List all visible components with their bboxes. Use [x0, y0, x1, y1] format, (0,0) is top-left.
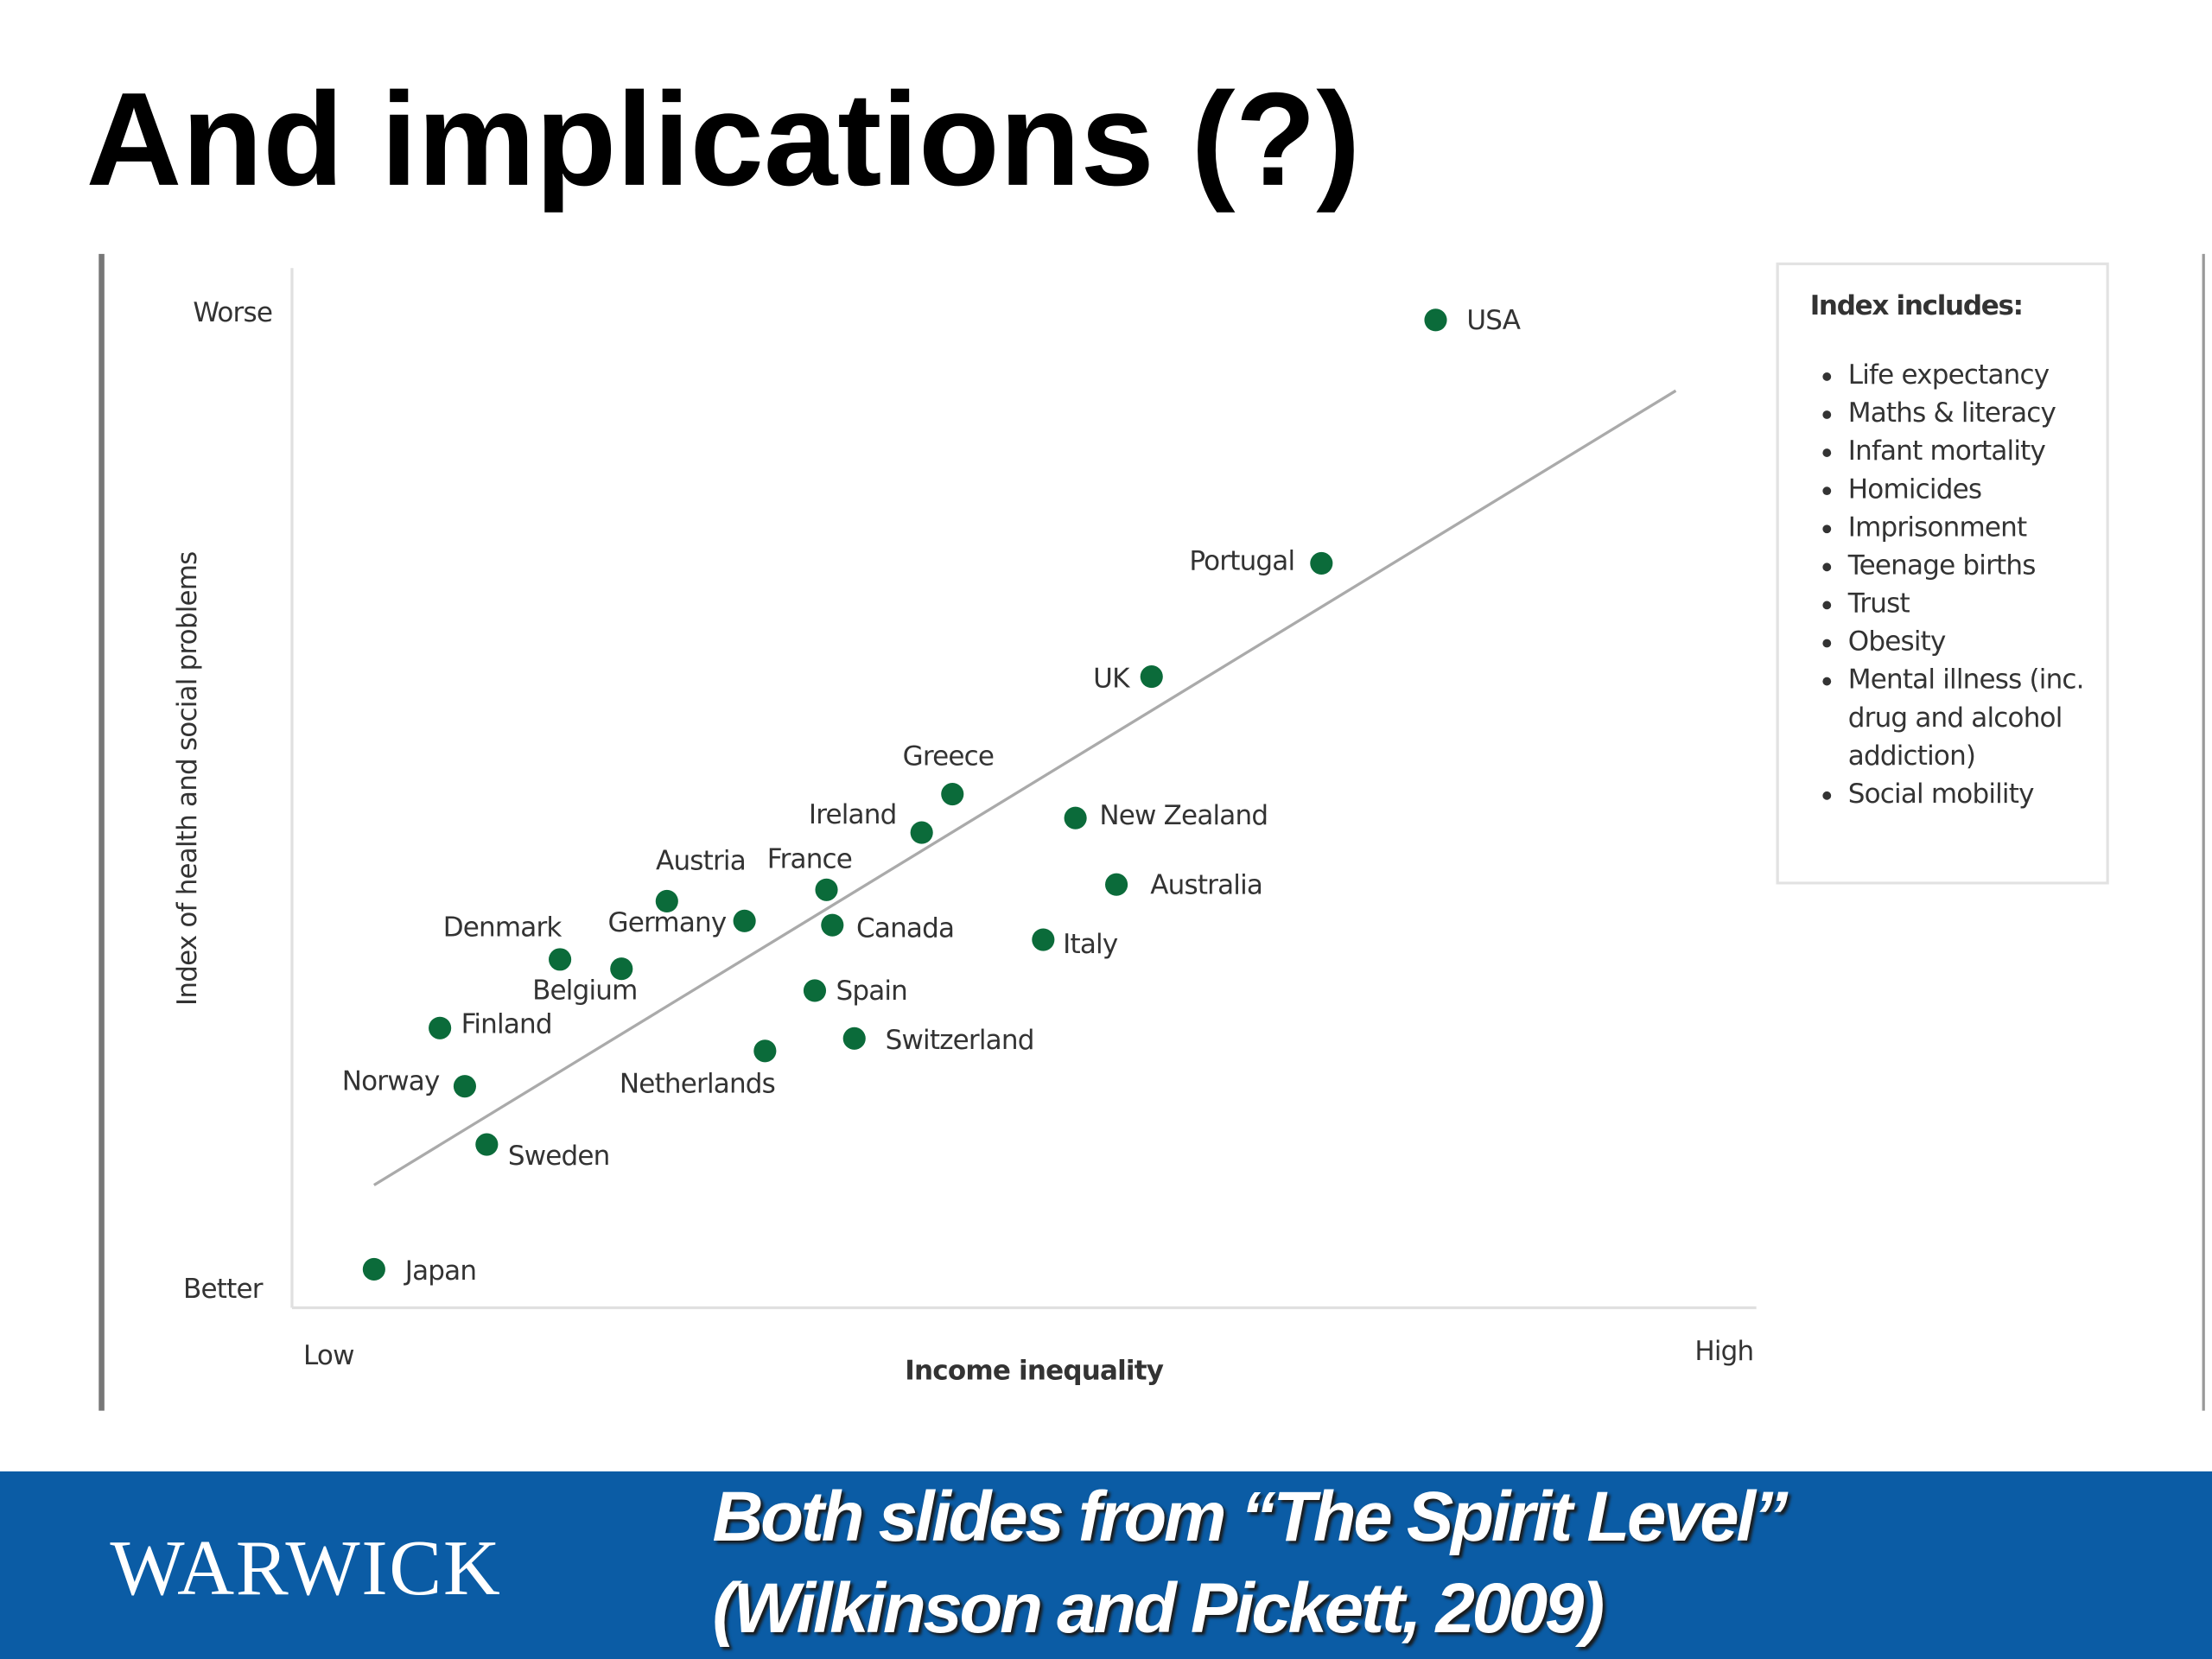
notes-item: Life expectancy	[1848, 357, 2089, 395]
x-tick-label: High	[1694, 1336, 1753, 1367]
point	[453, 1075, 476, 1098]
point	[1032, 928, 1055, 951]
point-label: UK	[1093, 663, 1130, 694]
point-label: Japan	[404, 1255, 476, 1287]
point-label: New Zealand	[1099, 800, 1268, 831]
point	[655, 889, 678, 913]
y-tick-label: Worse	[193, 297, 272, 328]
logo: WARWICK	[110, 1524, 501, 1611]
trendline	[373, 389, 1677, 1186]
point	[753, 1039, 777, 1063]
point	[1424, 308, 1447, 332]
point	[429, 1016, 452, 1039]
point	[815, 878, 838, 901]
point-label: France	[767, 843, 852, 874]
x-axis-label: Income inequality	[905, 1356, 1163, 1387]
point	[362, 1257, 385, 1281]
notes-item: Social mobility	[1848, 776, 2089, 814]
notes-item: Imprisonment	[1848, 509, 2089, 547]
notes-item: Trust	[1848, 586, 2089, 624]
slide-title: And implications (?)	[86, 65, 1361, 213]
point-label: Australia	[1150, 869, 1262, 900]
notes-item: Teenage births	[1848, 547, 2089, 585]
point	[910, 821, 933, 844]
notes-item: Mental illness (inc. drug and alcohol ad…	[1848, 662, 2089, 776]
notes-title: Index includes:	[1809, 290, 2024, 322]
y-axis-label: Index of health and social problems	[172, 551, 203, 1005]
point	[1140, 665, 1163, 689]
plot: Low High Better Worse Japan Sweden Norway Finla…	[183, 297, 1754, 1371]
notes-item: Maths & literacy	[1848, 395, 2089, 433]
point-label: Netherlands	[620, 1068, 775, 1099]
point	[549, 948, 572, 971]
notes-item: Homicides	[1848, 471, 2089, 509]
y-tick-label: Better	[183, 1274, 264, 1305]
point	[842, 1027, 866, 1050]
footer-bar	[0, 1471, 2212, 1659]
notes-item: Obesity	[1848, 624, 2089, 662]
notes-list: Life expectancyMaths & literacyInfant mo…	[1810, 357, 2089, 814]
point-label: Italy	[1063, 929, 1118, 960]
point-label: Switzerland	[886, 1025, 1034, 1056]
point-label: Belgium	[532, 975, 637, 1006]
notes: Index includes: Life expectancyMaths & l…	[1776, 262, 2109, 885]
point-label: Greece	[903, 741, 995, 772]
point-label: Sweden	[508, 1141, 610, 1172]
point-label: USA	[1466, 305, 1520, 336]
point	[610, 957, 633, 981]
notes-item: Infant mortality	[1848, 433, 2089, 471]
point	[803, 979, 827, 1002]
notes-box: Index includes: Life expectancyMaths & l…	[1777, 263, 2109, 885]
footer-line: (Wilkinson and Pickett, 2009)	[712, 1569, 1603, 1648]
footer-text: Both slides from “The Spirit Level” (Wil…	[712, 1478, 1791, 1648]
point-label: Denmark	[443, 912, 563, 943]
point	[475, 1133, 499, 1156]
point	[821, 913, 844, 937]
point	[1105, 873, 1128, 896]
point-label: Norway	[342, 1065, 440, 1096]
point-label: Spain	[836, 976, 907, 1007]
point	[1064, 806, 1087, 830]
x-tick-label: Low	[303, 1340, 354, 1371]
point	[941, 782, 964, 806]
point-label: Portugal	[1189, 545, 1294, 576]
point-label: Canada	[856, 913, 954, 944]
point-label: Finland	[461, 1009, 552, 1040]
footer-line: Both slides from “The Spirit Level”	[712, 1478, 1788, 1556]
point	[1310, 551, 1333, 575]
point-label: Ireland	[809, 799, 897, 830]
point-label: Austria	[656, 845, 746, 876]
point	[733, 909, 756, 932]
point-label: Germany	[608, 907, 727, 938]
